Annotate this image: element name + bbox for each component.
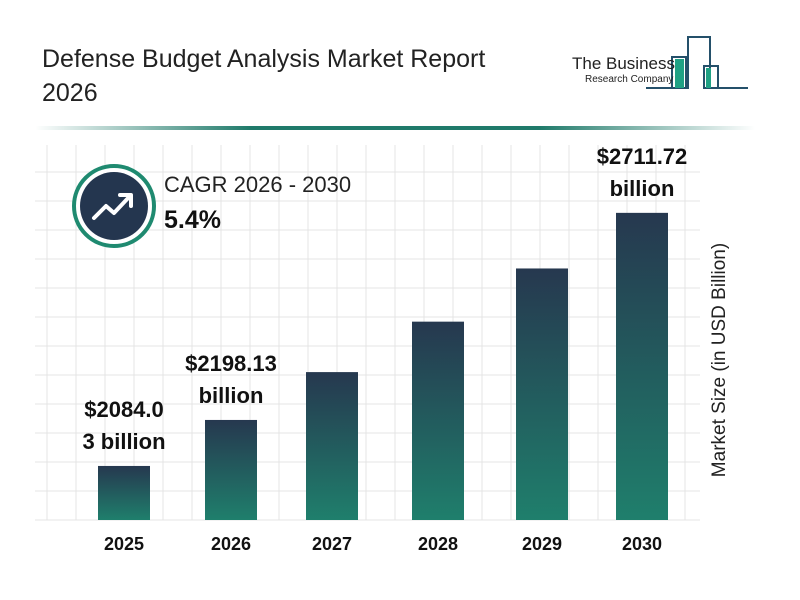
page-title: Defense Budget Analysis Market Report 20… (42, 45, 486, 107)
x-tick-label: 2025 (103, 534, 145, 554)
bar-2026 (205, 419, 257, 520)
bar-2025 (98, 465, 150, 520)
cagr-label: CAGR 2026 - 2030 (164, 172, 352, 197)
logo: The Business Research Company (568, 32, 758, 92)
bar-2029 (516, 268, 568, 520)
logo-subtext: Research Company (585, 74, 674, 85)
x-tick-label: 2030 (621, 534, 663, 554)
logo-text: The Business (572, 54, 675, 73)
data-label: $2084.0 3 billion (82, 396, 166, 454)
data-label: $2198.13 billion (185, 350, 277, 408)
x-tick-label: 2027 (311, 534, 353, 554)
x-tick-label: 2029 (521, 534, 563, 554)
trending-up-icon (72, 164, 156, 248)
data-label: $2711.72 billion (596, 143, 688, 201)
x-tick-label: 2028 (417, 534, 459, 554)
cagr-value: 5.4% (164, 206, 221, 234)
x-tick-label: 2026 (210, 534, 252, 554)
divider (35, 126, 755, 130)
bar-2027 (306, 372, 358, 520)
logo-bars-icon (646, 36, 748, 89)
bar-2030 (616, 212, 668, 520)
bar-2028 (412, 321, 464, 520)
y-axis-label: Market Size (in USD Billion) (709, 242, 730, 478)
